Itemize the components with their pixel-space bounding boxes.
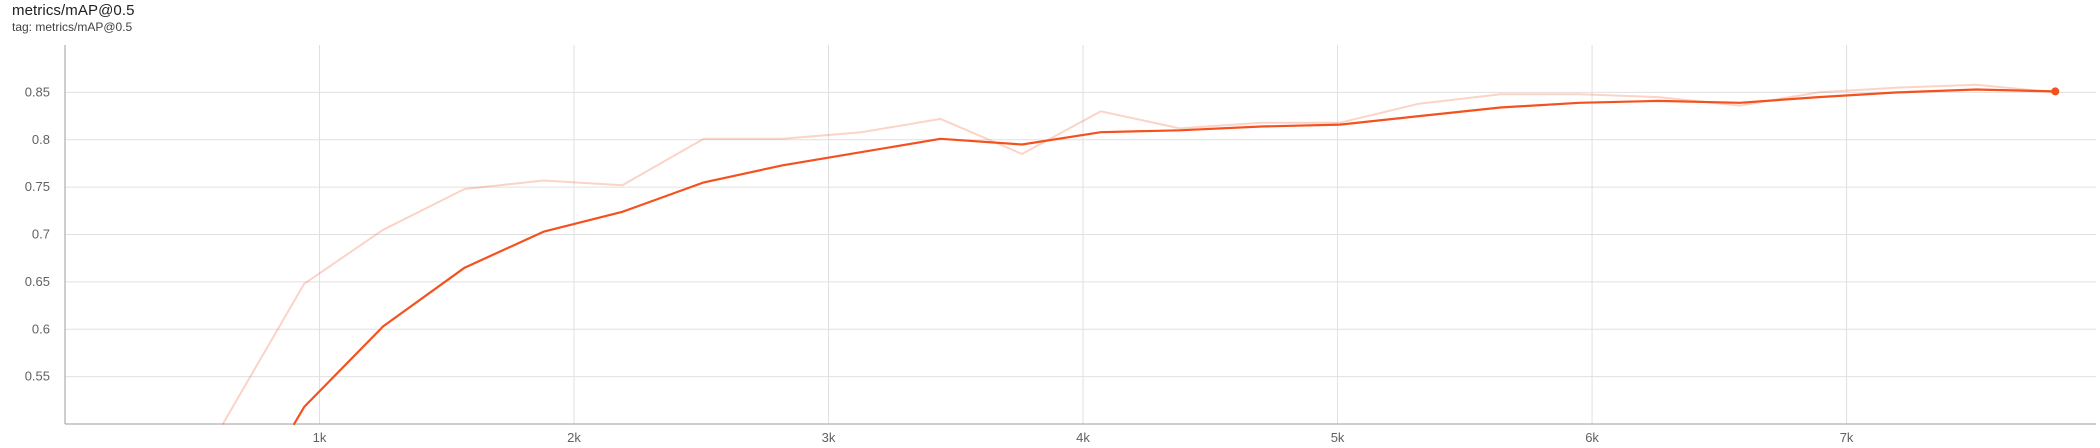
y-tick-label: 0.75 — [25, 179, 50, 194]
x-tick-label: 7k — [1840, 430, 1854, 445]
axes — [64, 45, 2096, 425]
x-tick-label: 2k — [567, 430, 581, 445]
x-tick-label: 1k — [313, 430, 327, 445]
chart-tag: tag: metrics/mAP@0.5 — [12, 20, 133, 34]
y-tick-label: 0.55 — [25, 369, 50, 384]
x-tick-label: 3k — [822, 430, 836, 445]
x-tick-label: 6k — [1585, 430, 1599, 445]
chart-title: metrics/mAP@0.5 — [12, 2, 135, 19]
series-lines — [221, 83, 2060, 426]
y-tick-label: 0.6 — [32, 321, 50, 336]
raw-series-line — [221, 83, 2057, 425]
x-tick-label: 5k — [1331, 430, 1345, 445]
smoothed-series-line — [293, 88, 2057, 426]
y-tick-label: 0.8 — [32, 132, 50, 147]
y-tick-label: 0.85 — [25, 84, 50, 99]
tick-labels: 0.55 0.6 0.65 0.7 0.75 0.8 0.85 1k 2k 3k 4k 5k 6k 7k — [25, 84, 1854, 445]
x-tick-label: 4k — [1076, 430, 1090, 445]
y-tick-label: 0.65 — [25, 274, 50, 289]
grid-lines — [65, 45, 2096, 424]
y-tick-label: 0.7 — [32, 227, 50, 242]
last-point-marker — [2051, 87, 2060, 96]
